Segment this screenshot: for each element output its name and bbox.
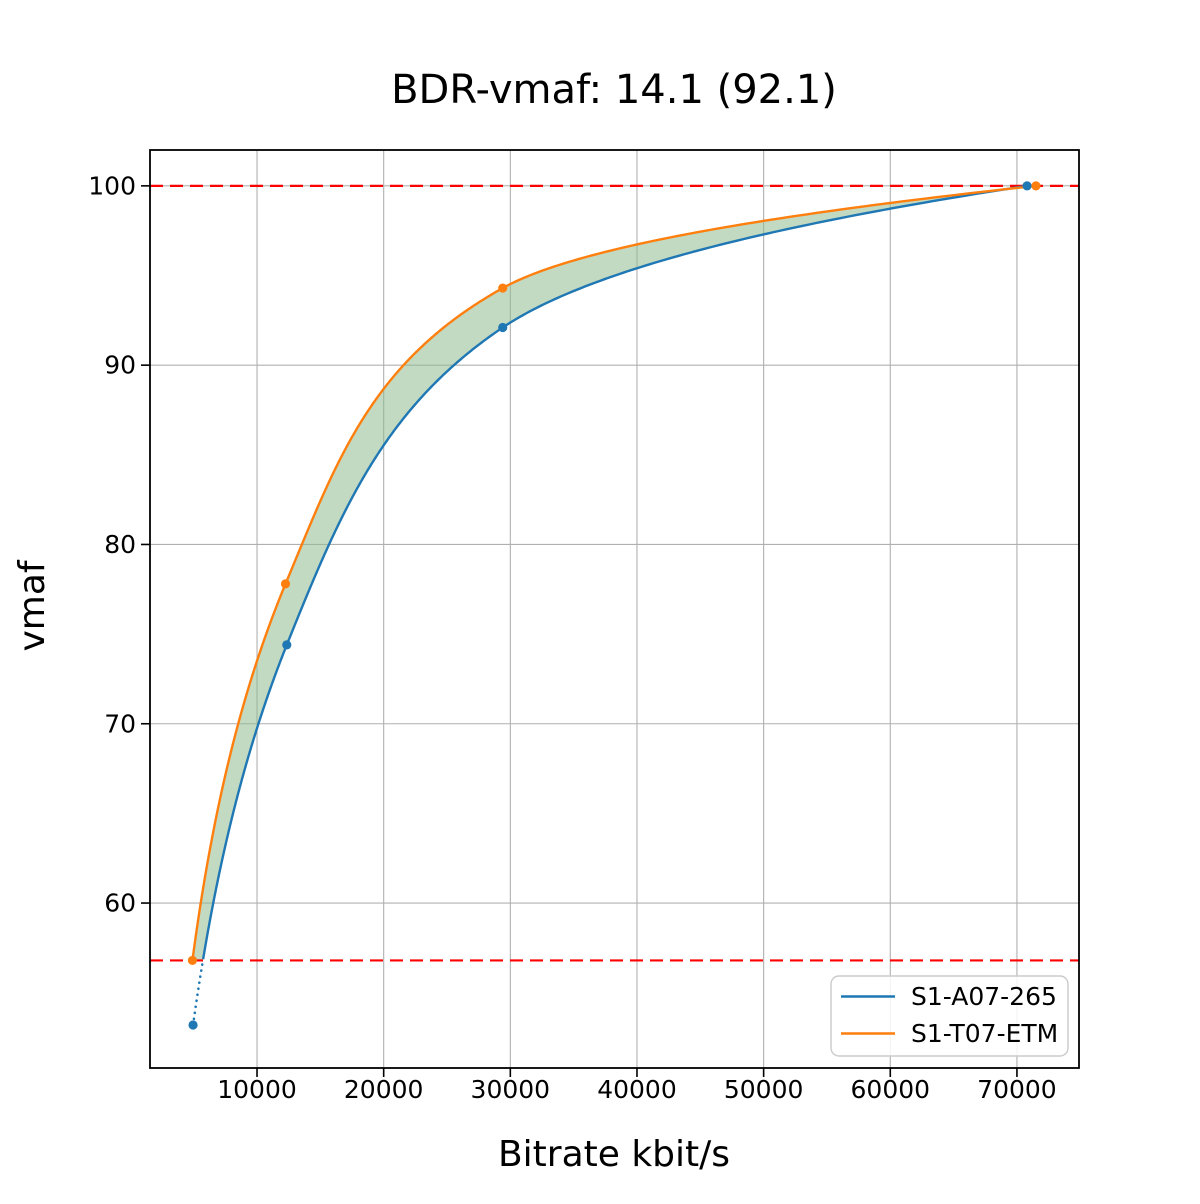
x-axis-label: Bitrate kbit/s bbox=[498, 1134, 730, 1175]
x-tick-label: 60000 bbox=[851, 1075, 931, 1104]
data-point-S1-T07-ETM bbox=[498, 283, 508, 293]
chart-title: BDR-vmaf: 14.1 (92.1) bbox=[391, 67, 837, 113]
legend-label-series-1: S1-A07-265 bbox=[911, 982, 1057, 1011]
bd-shaded-area bbox=[192, 185, 1036, 961]
y-axis-label: vmaf bbox=[12, 559, 53, 651]
x-tick-label: 50000 bbox=[724, 1075, 804, 1104]
y-tick-label: 80 bbox=[104, 530, 136, 559]
series-line-S1-A07-265 bbox=[201, 184, 1028, 960]
series-line-dotted-S1-A07-265 bbox=[191, 959, 205, 1027]
data-point-S1-A07-265 bbox=[188, 1020, 198, 1030]
x-tick-label: 70000 bbox=[977, 1075, 1057, 1104]
plot-border bbox=[149, 149, 1080, 1069]
y-tick-label: 90 bbox=[104, 351, 136, 380]
x-tick-label: 30000 bbox=[471, 1075, 551, 1104]
x-tick-label: 20000 bbox=[344, 1075, 424, 1104]
data-point-S1-A07-265 bbox=[1022, 181, 1032, 191]
x-tick-label: 10000 bbox=[217, 1075, 297, 1104]
series-line-S1-T07-ETM bbox=[191, 184, 1037, 961]
legend: S1-A07-265 S1-T07-ETM bbox=[830, 975, 1069, 1057]
y-tick-label: 70 bbox=[104, 709, 136, 738]
y-tick-label: 60 bbox=[104, 889, 136, 918]
data-point-S1-A07-265 bbox=[282, 640, 292, 650]
data-point-S1-A07-265 bbox=[498, 322, 508, 333]
plot-area: 10000 20000 30000 40000 50000 60000 70000 60 70 8… bbox=[88, 150, 1079, 1104]
data-point-S1-T07-ETM bbox=[187, 955, 198, 966]
legend-label-series-2: S1-T07-ETM bbox=[911, 1019, 1058, 1048]
data-point-S1-T07-ETM bbox=[1031, 181, 1041, 191]
y-tick-label: 100 bbox=[88, 171, 136, 200]
data-point-S1-T07-ETM bbox=[280, 579, 291, 589]
x-tick-label: 40000 bbox=[597, 1075, 677, 1104]
